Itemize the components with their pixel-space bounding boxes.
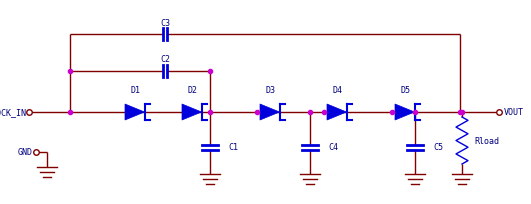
Polygon shape bbox=[327, 104, 347, 120]
Text: D3: D3 bbox=[265, 86, 275, 94]
Text: GND: GND bbox=[18, 148, 33, 157]
Text: C3: C3 bbox=[160, 18, 170, 27]
Text: D5: D5 bbox=[400, 86, 410, 94]
Polygon shape bbox=[260, 104, 279, 120]
Text: C5: C5 bbox=[433, 143, 443, 152]
Text: CLOCK_IN: CLOCK_IN bbox=[0, 108, 26, 117]
Text: C4: C4 bbox=[328, 143, 338, 152]
Polygon shape bbox=[182, 104, 201, 120]
Polygon shape bbox=[125, 104, 144, 120]
Text: Rload: Rload bbox=[474, 136, 499, 145]
Polygon shape bbox=[395, 104, 415, 120]
Text: D1: D1 bbox=[130, 86, 140, 94]
Text: C2: C2 bbox=[160, 55, 170, 64]
Text: D2: D2 bbox=[187, 86, 197, 94]
Text: VOUT: VOUT bbox=[504, 108, 524, 117]
Text: D4: D4 bbox=[332, 86, 342, 94]
Text: C1: C1 bbox=[228, 143, 238, 152]
